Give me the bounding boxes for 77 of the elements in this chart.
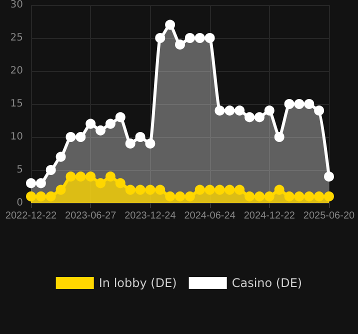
point [145, 184, 156, 195]
point [214, 184, 225, 195]
point [26, 178, 36, 188]
point [194, 33, 205, 43]
x-tick-label: 2024-12-22 [244, 210, 296, 222]
point [155, 33, 166, 43]
point [86, 118, 96, 129]
y-tick-label: 30 [10, 0, 23, 10]
point [96, 178, 106, 188]
point [125, 184, 136, 195]
point [244, 191, 255, 202]
x-tick-label: 2024-06-24 [184, 210, 236, 222]
point [314, 106, 324, 116]
point [76, 132, 86, 142]
point [304, 99, 314, 109]
point [264, 106, 274, 116]
point [254, 112, 264, 122]
x-tick-label: 2022-12-22 [5, 210, 58, 222]
point [145, 138, 156, 149]
point [46, 191, 56, 202]
point [125, 138, 136, 149]
point [36, 178, 46, 188]
point [284, 191, 294, 202]
point [135, 132, 146, 142]
point [234, 184, 245, 195]
legend-label: In lobby (DE) [98, 276, 177, 290]
point [105, 172, 116, 182]
y-tick-label: 10 [10, 132, 23, 142]
point [86, 172, 96, 182]
x-tick-label: 2025-06-20 [303, 210, 356, 222]
point [204, 33, 215, 43]
point [66, 172, 76, 182]
point [105, 118, 116, 129]
point [214, 106, 225, 116]
point [274, 184, 284, 195]
point [224, 106, 235, 116]
legend-label: Casino (DE) [232, 276, 302, 290]
point [314, 191, 324, 202]
point [184, 191, 195, 202]
point [165, 191, 176, 202]
point [56, 184, 66, 195]
point [194, 184, 205, 195]
point [294, 191, 304, 202]
x-tick-label: 2023-06-27 [65, 210, 117, 222]
y-tick-label: 20 [10, 66, 23, 76]
x-tick-label: 2023-12-24 [124, 210, 176, 222]
point [264, 191, 274, 202]
point [204, 184, 215, 195]
point [284, 99, 294, 109]
point [304, 191, 314, 202]
point [135, 184, 146, 195]
y-tick-label: 5 [16, 164, 23, 176]
y-tick-label: 25 [10, 32, 23, 44]
point [76, 172, 86, 182]
point [324, 172, 334, 182]
point [224, 184, 235, 195]
point [244, 112, 255, 122]
point [184, 33, 195, 43]
point [274, 132, 284, 142]
point [36, 191, 46, 202]
point [175, 40, 185, 50]
point [234, 106, 245, 116]
point [66, 132, 76, 142]
point [46, 165, 56, 175]
point [115, 112, 126, 122]
point [165, 20, 176, 30]
point [115, 178, 126, 188]
point [155, 184, 166, 195]
point [26, 191, 36, 202]
point [96, 125, 106, 136]
point [324, 191, 334, 202]
y-tick-label: 15 [10, 98, 23, 110]
y-tick-label: 0 [16, 198, 23, 208]
point [56, 152, 66, 162]
point [294, 99, 304, 109]
point [175, 191, 185, 202]
point [254, 191, 264, 202]
